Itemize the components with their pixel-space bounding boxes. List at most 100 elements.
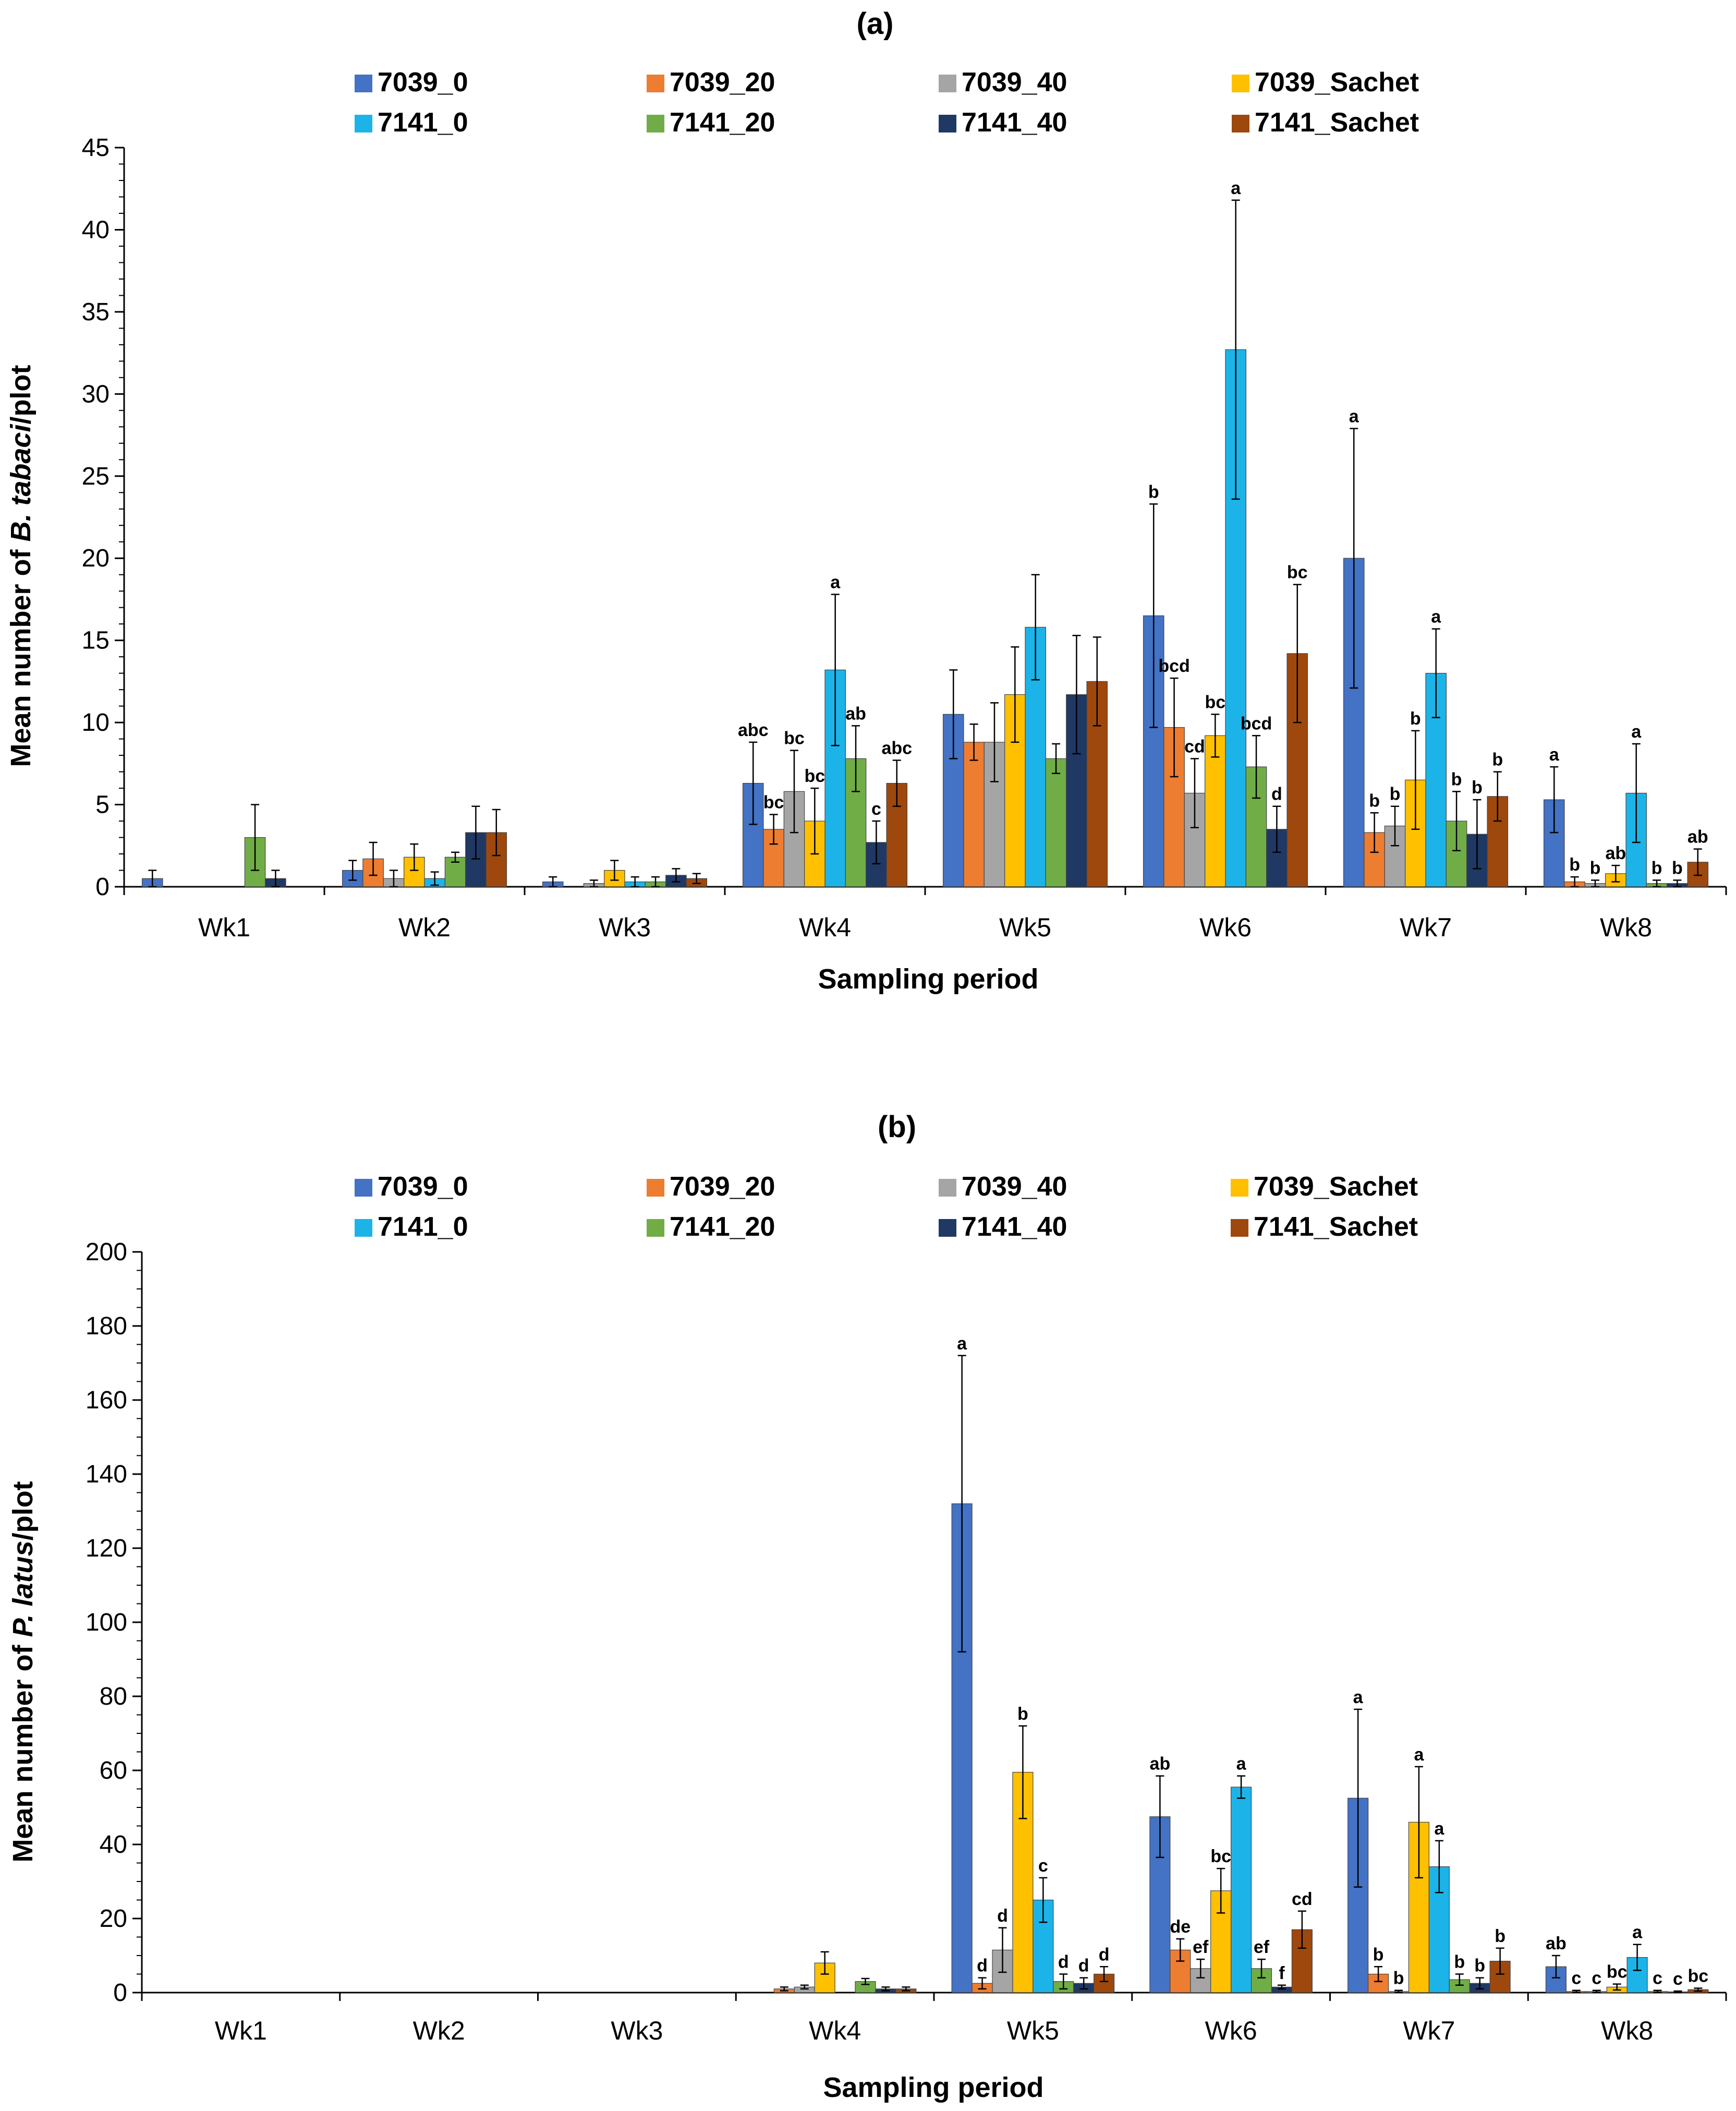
significance-label: a — [1353, 1687, 1364, 1707]
chart-a-y-axis-title: Mean number of B. tabaci/plot — [5, 365, 37, 767]
legend-item-7039-sachet: 7039_Sachet — [1231, 1172, 1418, 1202]
legend-label-7039-20: 7039_20 — [670, 1172, 775, 1202]
y-tick-label: 80 — [100, 1683, 127, 1710]
legend-swatch-7141-sachet — [1231, 1219, 1248, 1237]
y-tick-label: 15 — [82, 627, 110, 655]
significance-label: bc — [1688, 1966, 1709, 1986]
significance-label: d — [1058, 1952, 1069, 1972]
significance-label: b — [1495, 1926, 1506, 1946]
significance-label: b — [1451, 769, 1462, 789]
significance-label: c — [871, 799, 881, 819]
legend-label-7039-0: 7039_0 — [378, 1172, 468, 1202]
significance-label: bc — [1210, 1847, 1231, 1866]
x-tick-label: Wk1 — [215, 2016, 267, 2045]
significance-label: a — [830, 572, 841, 592]
y-tick-label: 45 — [82, 134, 110, 162]
y-tick-label: 20 — [82, 545, 110, 572]
legend-swatch-7141-0 — [355, 115, 372, 132]
significance-label: bc — [784, 729, 805, 749]
legend-item-7141-20: 7141_20 — [647, 1212, 775, 1242]
legend-swatch-7141-40 — [939, 115, 956, 132]
x-tick-label: Wk2 — [413, 2016, 465, 2045]
significance-label: a — [1632, 1923, 1643, 1943]
significance-label: b — [1652, 858, 1662, 878]
legend-item-7039-40: 7039_40 — [939, 1172, 1067, 1202]
significance-label: ab — [1605, 843, 1626, 863]
y-tick-label: 120 — [86, 1535, 127, 1562]
legend-label-7141-sachet: 7141_Sachet — [1255, 107, 1419, 138]
significance-label: b — [1017, 1704, 1028, 1724]
chart-b: (b) 7039_0 7039_20 7039_40 7039_Sachet 7… — [7, 1110, 1727, 2103]
legend-item-7039-0: 7039_0 — [355, 1172, 468, 1202]
significance-label: b — [1569, 855, 1580, 875]
significance-label: b — [1590, 858, 1601, 878]
y-tick-label: 160 — [86, 1386, 127, 1414]
chart-a-title: (a) — [857, 7, 894, 41]
y-tick-label: 40 — [100, 1831, 127, 1859]
significance-label: cd — [1184, 737, 1205, 756]
significance-label: b — [1390, 785, 1401, 804]
y-tick-label: 40 — [82, 216, 110, 244]
significance-label: b — [1373, 1945, 1384, 1964]
significance-label: ab — [845, 704, 866, 723]
y-tick-label: 5 — [95, 791, 110, 819]
y-tick-label: 100 — [86, 1609, 127, 1636]
chart-a: (a) 7039_0 7039_20 7039_40 7039_Sachet 7… — [5, 7, 1727, 995]
significance-label: b — [1472, 778, 1483, 798]
x-tick-label: Wk2 — [398, 913, 451, 942]
bar-7141-sachet-wk5 — [1086, 681, 1108, 887]
significance-label: bc — [1607, 1962, 1628, 1982]
legend-label-7039-40: 7039_40 — [962, 67, 1067, 98]
x-tick-label: Wk6 — [1205, 2016, 1257, 2045]
legend-item-7141-sachet: 7141_Sachet — [1231, 1212, 1418, 1242]
y-tick-label: 0 — [113, 1979, 127, 2007]
significance-label: de — [1170, 1917, 1191, 1937]
legend-item-7141-sachet: 7141_Sachet — [1232, 107, 1419, 138]
x-tick-label: Wk1 — [198, 913, 250, 942]
legend-swatch-7039-40 — [939, 1179, 956, 1197]
y-tick-label: 25 — [82, 463, 110, 490]
significance-label: bc — [1205, 692, 1225, 712]
y-tick-label: 0 — [95, 873, 110, 901]
x-tick-label: Wk4 — [809, 2016, 861, 2045]
significance-label: d — [1078, 1956, 1089, 1976]
significance-label: d — [997, 1906, 1008, 1926]
x-tick-label: Wk3 — [599, 913, 651, 942]
chart-a-x-axis-title: Sampling period — [818, 963, 1038, 995]
x-tick-label: Wk6 — [1199, 913, 1252, 942]
legend-label-7039-sachet: 7039_Sachet — [1255, 67, 1419, 98]
significance-label: ab — [1150, 1754, 1171, 1774]
legend-label-7141-0: 7141_0 — [378, 107, 468, 138]
significance-label: d — [1271, 785, 1282, 804]
chart-a-legend: 7039_0 7039_20 7039_40 7039_Sachet 7141_… — [355, 67, 1419, 138]
legend-swatch-7039-20 — [647, 75, 664, 92]
x-tick-label: Wk5 — [1007, 2016, 1059, 2045]
significance-label: c — [1673, 1969, 1683, 1989]
legend-swatch-7039-20 — [647, 1179, 664, 1197]
significance-label: ef — [1254, 1937, 1270, 1957]
legend-label-7141-sachet: 7141_Sachet — [1254, 1212, 1418, 1242]
legend-item-7141-0: 7141_0 — [355, 107, 468, 138]
significance-label: a — [1231, 178, 1241, 198]
legend-label-7141-20: 7141_20 — [670, 1212, 775, 1242]
legend-swatch-7039-sachet — [1231, 1179, 1248, 1197]
legend-swatch-7141-sachet — [1232, 115, 1249, 132]
bar-7039-20-wk5 — [963, 742, 985, 887]
y-tick-label: 140 — [86, 1461, 127, 1488]
y-tick-label: 60 — [100, 1757, 127, 1784]
y-tick-label: 30 — [82, 380, 110, 408]
significance-label: b — [1393, 1969, 1404, 1988]
legend-label-7141-40: 7141_40 — [962, 1212, 1067, 1242]
legend-label-7039-sachet: 7039_Sachet — [1254, 1172, 1418, 1202]
significance-label: bc — [804, 766, 825, 786]
significance-label: a — [1631, 722, 1642, 742]
legend-label-7039-20: 7039_20 — [670, 67, 775, 98]
significance-label: c — [1653, 1969, 1662, 1988]
bar-7141-0-wk6 — [1231, 1787, 1252, 1993]
legend-item-7141-20: 7141_20 — [647, 107, 775, 138]
bar-7039-sachet-wk6 — [1205, 735, 1226, 887]
significance-label: a — [1349, 406, 1359, 426]
significance-label: a — [1549, 745, 1560, 765]
